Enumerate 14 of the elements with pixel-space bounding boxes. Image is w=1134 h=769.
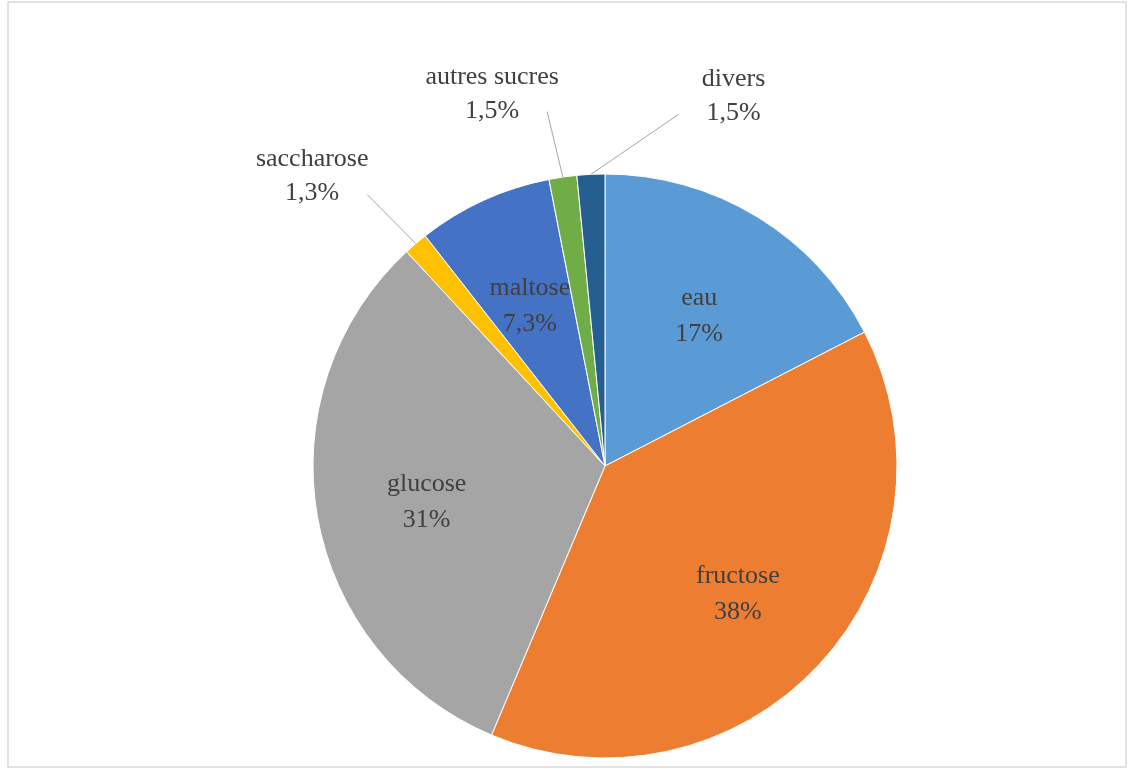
slice-label: saccharose xyxy=(255,143,369,173)
data-label: 31% xyxy=(402,504,451,534)
data-label: 1,5% xyxy=(706,97,761,127)
data-label: 1,3% xyxy=(285,177,340,207)
data-label: 7,3% xyxy=(502,308,557,338)
slice-label: glucose xyxy=(386,468,467,498)
data-label: 17% xyxy=(675,318,724,348)
slice-label: fructose xyxy=(695,559,780,589)
data-label: 1,5% xyxy=(465,94,520,124)
slice-label: autres sucres xyxy=(425,60,559,90)
slice-label: divers xyxy=(701,63,766,93)
slice-label: eau xyxy=(681,282,718,312)
data-label: 38% xyxy=(714,595,762,625)
slice-label: maltose xyxy=(489,272,571,302)
